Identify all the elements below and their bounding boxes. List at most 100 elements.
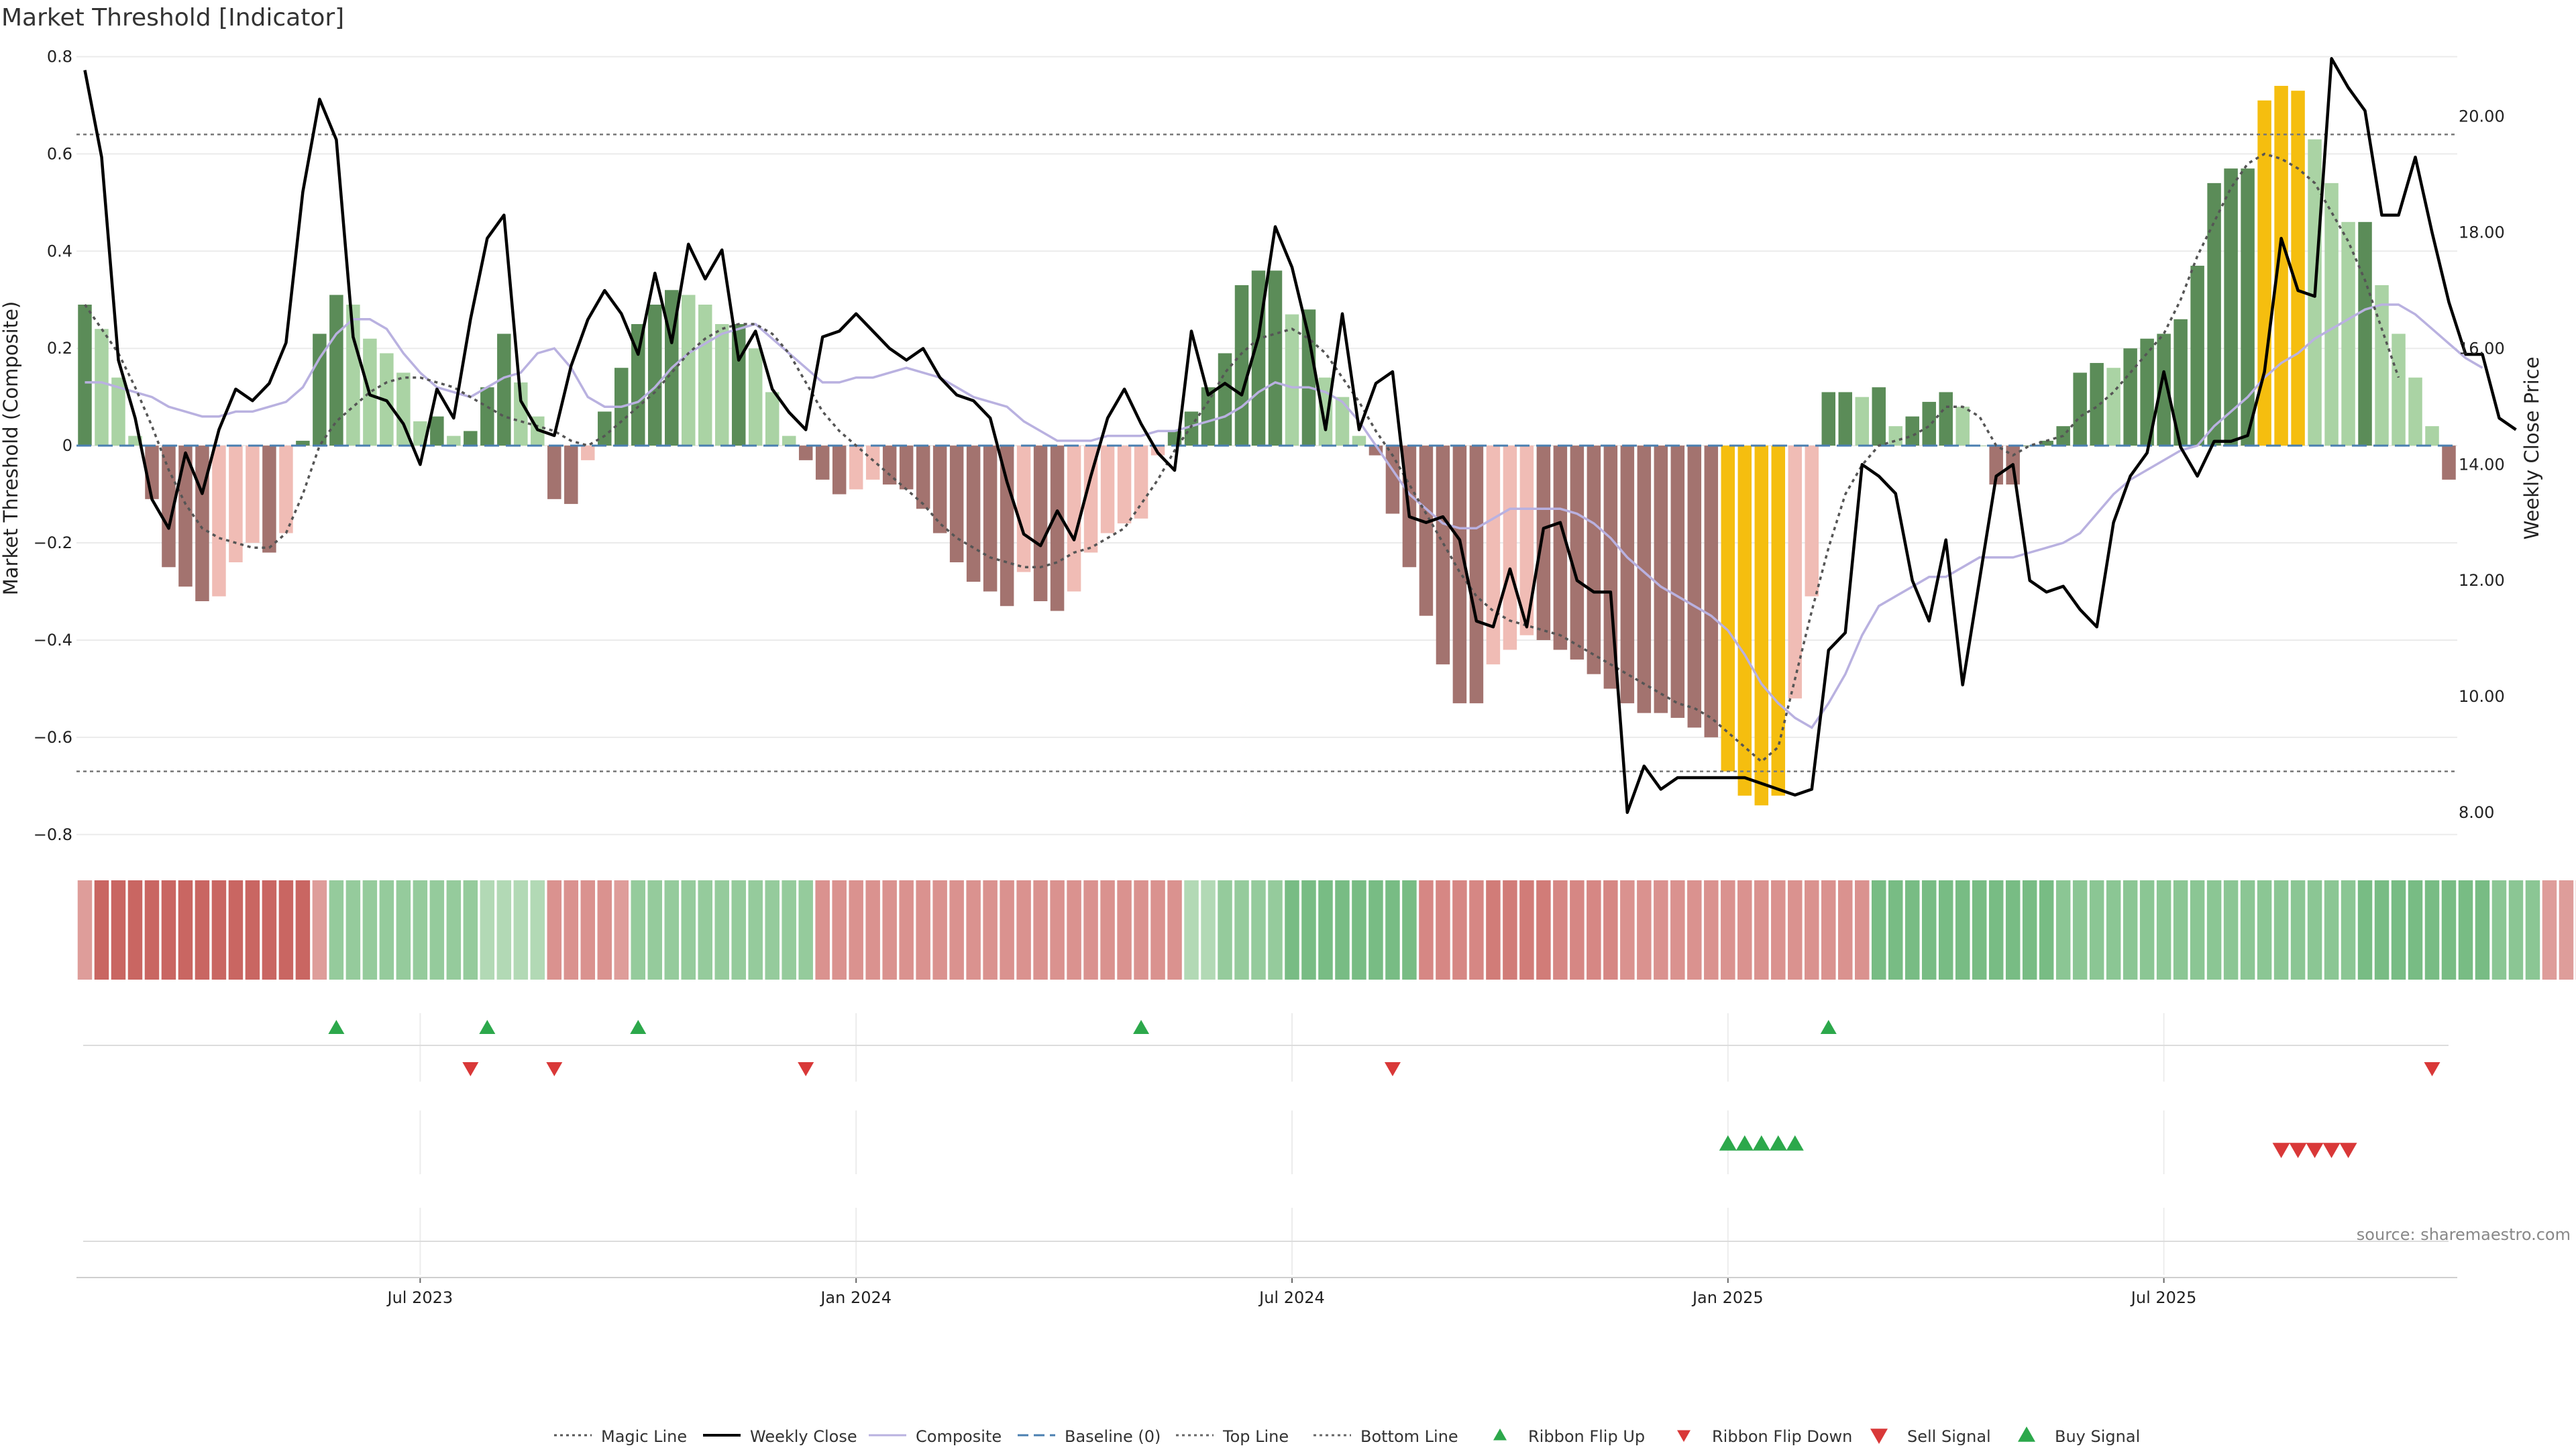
ribbon-segment [1637, 880, 1651, 980]
ribbon-segment [2274, 880, 2288, 980]
ribbon-segment [2006, 880, 2020, 980]
composite-bar [1352, 436, 1366, 446]
ribbon-segment [1251, 880, 1265, 980]
legend-label-baseline: Baseline (0) [1065, 1427, 1161, 1446]
ribbon-segment [2459, 880, 2473, 980]
ribbon-segment [246, 880, 260, 980]
composite-bar [983, 446, 997, 591]
composite-bar [598, 411, 611, 446]
ribbon-segment [1821, 880, 1835, 980]
ribbon-segment [1704, 880, 1718, 980]
ribbon-segment [698, 880, 712, 980]
ribbon-segment [1050, 880, 1064, 980]
y-tick-label-left: 0.8 [47, 47, 72, 66]
ribbon-segment [547, 880, 561, 980]
composite-bar [1638, 446, 1651, 713]
x-tick-label: Jan 2025 [1691, 1288, 1764, 1307]
composite-bar [1000, 446, 1014, 606]
ribbon-segment [2123, 880, 2137, 980]
x-tick-label: Jan 2024 [819, 1288, 892, 1307]
ribbon-segment [1905, 880, 1919, 980]
x-tick-label: Jul 2023 [386, 1288, 453, 1307]
legend-label-magic: Magic Line [601, 1427, 687, 1446]
ribbon-segment [2408, 880, 2422, 980]
ribbon-segment [765, 880, 779, 980]
ribbon-segment [2526, 880, 2540, 980]
composite-bar [1470, 446, 1483, 703]
composite-bar [1705, 446, 1718, 737]
ribbon-segment [2425, 880, 2439, 980]
ribbon-segment [497, 880, 511, 980]
composite-bar [1738, 446, 1752, 796]
ribbon-segment [2492, 880, 2506, 980]
ribbon-segment [899, 880, 913, 980]
ribbon-segment [1067, 880, 1081, 980]
ribbon-segment [2375, 880, 2389, 980]
ribbon-segment [1150, 880, 1165, 980]
composite-bar [1856, 397, 1869, 446]
ribbon-segment [1234, 880, 1248, 980]
ribbon-segment [396, 880, 411, 980]
ribbon-segment [2039, 880, 2053, 980]
composite-bar [648, 305, 661, 446]
ribbon-segment [614, 880, 629, 980]
ribbon-segment [665, 880, 679, 980]
composite-bar [1436, 446, 1450, 664]
ribbon-segment [1301, 880, 1316, 980]
ribbon-segment [849, 880, 863, 980]
ribbon-segment [2392, 880, 2406, 980]
composite-bar [95, 329, 108, 446]
ribbon-segment [2324, 880, 2339, 980]
composite-bar [1487, 446, 1500, 664]
ribbon-strip [78, 880, 2576, 980]
legend-label-composite: Composite [916, 1427, 1002, 1446]
composite-bar [1134, 446, 1148, 519]
ribbon-segment [1368, 880, 1383, 980]
ribbon-segment [1218, 880, 1232, 980]
composite-bar [698, 305, 712, 446]
ribbon-segment [1318, 880, 1332, 980]
ribbon-segment [648, 880, 662, 980]
composite-bar [246, 446, 259, 543]
y-tick-label-right: 20.00 [2459, 107, 2505, 126]
composite-bar [1872, 387, 1885, 446]
composite-bar [833, 446, 846, 494]
composite-bar [765, 392, 779, 446]
composite-bar [967, 446, 980, 582]
composite-bar [279, 446, 292, 533]
y-tick-label-left: 0 [62, 436, 72, 455]
composite-bar [2358, 222, 2371, 446]
composite-bar [2341, 222, 2355, 446]
composite-bar [1888, 426, 1902, 446]
ribbon-segment [681, 880, 695, 980]
composite-bar [1285, 315, 1299, 446]
y-tick-label-left: −0.6 [34, 728, 72, 747]
ribbon-segment [212, 880, 226, 980]
ribbon-segment [916, 880, 930, 980]
ribbon-segment [430, 880, 444, 980]
ribbon-segment [1855, 880, 1869, 980]
ribbon-segment [1436, 880, 1450, 980]
ribbon-segment [564, 880, 578, 980]
legend-label-buy: Buy Signal [2055, 1427, 2140, 1446]
legend-label-bottom: Bottom Line [1360, 1427, 1458, 1446]
y-tick-label-right: 16.00 [2459, 339, 2505, 358]
ribbon-segment [2308, 880, 2322, 980]
ribbon-segment [1670, 880, 1684, 980]
composite-bar [933, 446, 947, 533]
composite-bar [1302, 309, 1316, 446]
ribbon-segment [1754, 880, 1768, 980]
composite-bar [329, 295, 343, 446]
composite-bar [195, 446, 209, 601]
ribbon-segment [1654, 880, 1668, 980]
chart-title: Market Threshold [Indicator] [1, 4, 344, 32]
composite-bar [547, 446, 561, 499]
y-tick-label-right: 10.00 [2459, 687, 2505, 706]
ribbon-segment [2073, 880, 2087, 980]
ribbon-segment [748, 880, 762, 980]
ribbon-segment [983, 880, 997, 980]
ribbon-segment [1536, 880, 1550, 980]
ribbon-segment [2257, 880, 2271, 980]
ribbon-segment [95, 880, 109, 980]
composite-bar [1688, 446, 1701, 727]
